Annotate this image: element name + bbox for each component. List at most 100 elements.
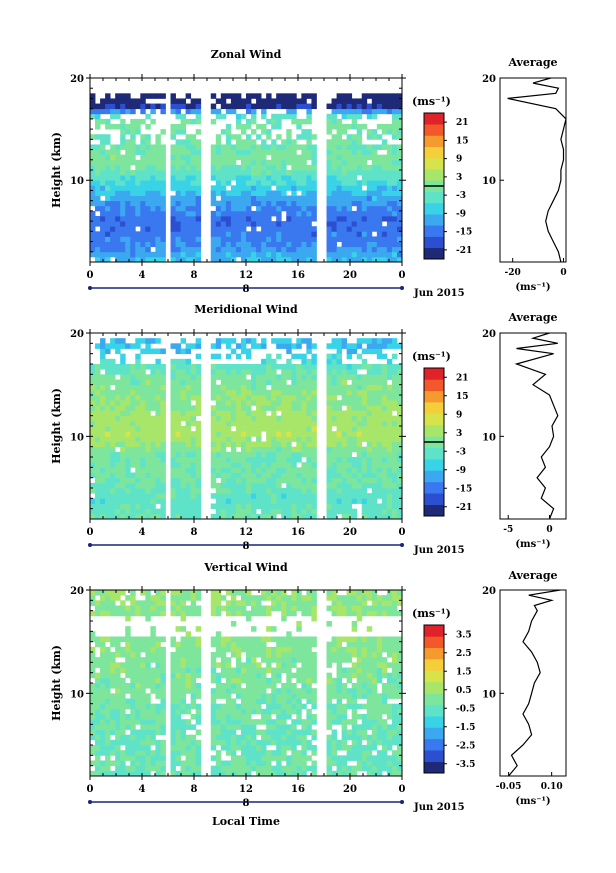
heatmap-cell xyxy=(210,236,217,242)
heatmap-cell xyxy=(90,688,96,694)
heatmap-cell xyxy=(271,488,277,494)
heatmap-cell xyxy=(341,144,348,150)
heatmap-cell xyxy=(210,610,217,617)
heatmap-cell xyxy=(326,431,332,437)
heatmap-cell xyxy=(246,760,252,767)
heatmap-cell xyxy=(266,503,272,510)
heatmap-cell xyxy=(125,246,131,253)
heatmap-cell xyxy=(185,477,192,484)
heatmap-cell xyxy=(311,770,317,777)
heatmap-cell xyxy=(381,467,388,473)
heatmap-cell xyxy=(326,503,332,510)
heatmap-cell xyxy=(301,200,307,207)
heatmap-cell xyxy=(240,595,247,601)
heatmap-cell xyxy=(240,734,247,741)
heatmap-cell xyxy=(195,210,202,217)
heatmap-cell xyxy=(155,190,161,196)
heatmap-cell xyxy=(170,729,176,736)
heatmap-cell xyxy=(120,190,126,196)
heatmap-cell xyxy=(115,652,121,658)
x-tick-label: 4 xyxy=(139,527,146,538)
heatmap-cell xyxy=(246,513,252,520)
heatmap-cell xyxy=(271,503,277,510)
heatmap-cell xyxy=(210,118,217,125)
heatmap-cell xyxy=(396,446,403,453)
heatmap-cell xyxy=(130,180,136,186)
heatmap-cell xyxy=(90,760,96,767)
heatmap-cell xyxy=(326,457,332,463)
heatmap-cell xyxy=(210,426,217,432)
average-frame xyxy=(499,332,567,520)
heatmap-cell xyxy=(371,159,378,166)
heatmap-cell xyxy=(296,231,302,237)
heatmap-cell xyxy=(261,139,267,145)
heatmap-cell xyxy=(296,677,302,684)
heatmap-cell xyxy=(190,343,197,349)
heatmap-cell xyxy=(170,467,176,473)
heatmap-cell xyxy=(155,641,161,648)
heatmap-cell xyxy=(311,657,317,663)
heatmap-cell xyxy=(155,724,161,730)
heatmap-cell xyxy=(105,770,111,777)
heatmap-cell xyxy=(135,636,141,643)
heatmap-cell xyxy=(261,144,267,150)
heatmap-cell xyxy=(376,379,383,386)
heatmap-cell xyxy=(145,724,151,730)
heatmap-cell xyxy=(100,729,106,736)
heatmap-cell xyxy=(381,190,388,196)
heatmap-cell xyxy=(150,236,156,242)
heatmap-cell xyxy=(220,231,227,237)
heatmap-cell xyxy=(120,503,126,510)
heatmap-cell xyxy=(230,185,237,191)
heatmap-cell xyxy=(235,400,242,406)
heatmap-cell xyxy=(125,231,131,237)
heatmap-cell xyxy=(185,482,192,489)
heatmap-cell xyxy=(175,154,181,161)
heatmap-cell xyxy=(291,231,297,237)
heatmap-cell xyxy=(286,677,292,684)
heatmap-cell xyxy=(336,124,343,130)
heatmap-cell xyxy=(301,149,307,156)
heatmap-cell xyxy=(155,210,161,217)
heatmap-cell xyxy=(140,164,146,171)
heatmap-cell xyxy=(296,482,302,489)
heatmap-cell xyxy=(195,662,202,668)
heatmap-cell xyxy=(125,144,131,150)
heatmap-cell xyxy=(381,185,388,191)
heatmap-cell xyxy=(140,103,146,110)
heatmap-cell xyxy=(90,149,96,156)
heatmap-cell xyxy=(271,113,277,120)
heatmap-cell xyxy=(215,353,222,360)
heatmap-cell xyxy=(276,134,282,140)
heatmap-cell xyxy=(180,662,187,668)
heatmap-cell xyxy=(256,765,262,772)
heatmap-cell xyxy=(381,129,388,135)
heatmap-cell xyxy=(95,446,101,453)
heatmap-cell xyxy=(145,503,151,510)
heatmap-cell xyxy=(100,667,106,674)
heatmap-cell xyxy=(230,451,237,458)
heatmap-cell xyxy=(115,251,121,258)
heatmap-cell xyxy=(311,451,317,458)
heatmap-cell xyxy=(396,503,403,510)
heatmap-cell xyxy=(281,93,287,99)
heatmap-cell xyxy=(306,338,312,344)
heatmap-cell xyxy=(125,364,131,370)
heatmap-cell xyxy=(230,667,237,674)
heatmap-cell xyxy=(306,708,312,715)
heatmap-cell xyxy=(361,410,368,417)
heatmap-cell xyxy=(140,180,146,186)
heatmap-cell xyxy=(291,241,297,248)
heatmap-cell xyxy=(220,420,227,427)
heatmap-cell xyxy=(135,374,141,380)
heatmap-cell xyxy=(95,683,101,689)
heatmap-cell xyxy=(230,621,237,627)
heatmap-cell xyxy=(120,472,126,479)
heatmap-cell xyxy=(175,175,181,181)
heatmap-cell xyxy=(336,210,343,217)
heatmap-cell xyxy=(331,231,337,237)
heatmap-cell xyxy=(251,256,257,263)
heatmap-cell xyxy=(301,164,307,171)
heatmap-cell xyxy=(391,493,398,499)
heatmap-cell xyxy=(271,770,277,777)
